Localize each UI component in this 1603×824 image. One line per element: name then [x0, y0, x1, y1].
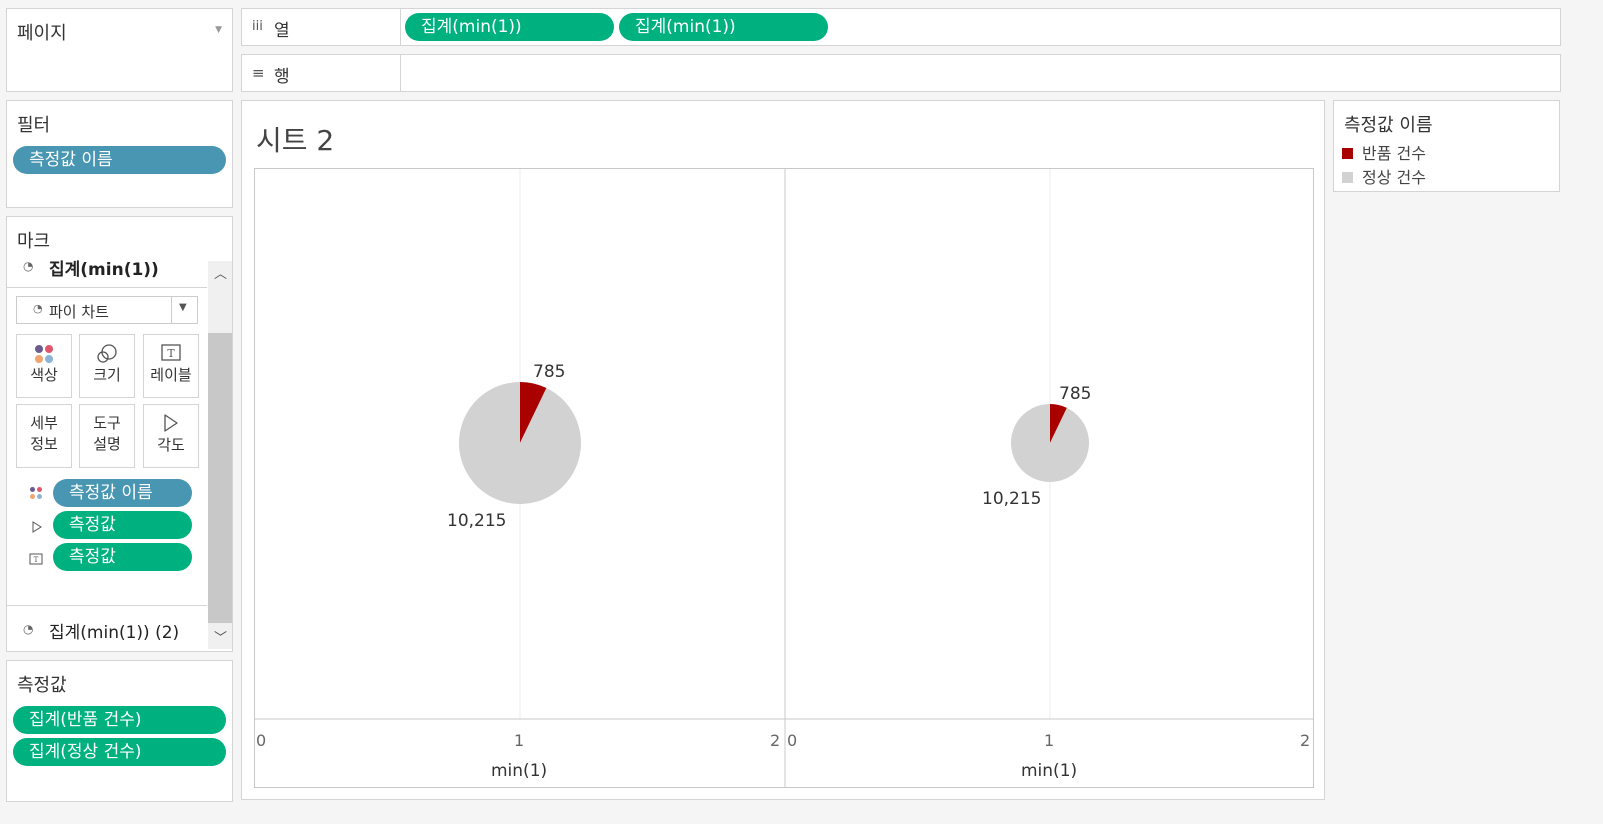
active-marks-card[interactable]: 집계(min(1)) [49, 260, 159, 280]
tooltip-button-label-1: 도구 [93, 414, 121, 432]
x-axis-tick: 0 [256, 731, 267, 750]
color-button-label: 색상 [30, 366, 58, 384]
measure-value-pill[interactable]: 집계(반품 건수) [13, 706, 226, 734]
pie-slice[interactable] [520, 382, 547, 443]
scrollbar-thumb[interactable] [208, 333, 232, 623]
filter-pill[interactable]: 측정값 이름 [13, 146, 226, 174]
color-palette-icon [29, 485, 43, 504]
color-legend[interactable]: 측정값 이름 반품 건수 정상 건수 [1333, 100, 1560, 192]
angle-button-label: 각도 [157, 436, 185, 454]
mark-type-label: 파이 차트 [49, 303, 109, 321]
pages-shelf[interactable]: 페이지 ▼ [6, 8, 233, 92]
color-field-pill[interactable]: 측정값 이름 [53, 479, 192, 507]
marks-title: 마크 [17, 231, 51, 252]
size-button-label: 크기 [93, 366, 121, 384]
color-button[interactable]: 색상 [16, 334, 72, 398]
svg-text:T: T [34, 556, 39, 564]
text-label-icon: T [144, 335, 198, 365]
label-button[interactable]: T 레이블 [143, 334, 199, 398]
pie-slice[interactable] [458, 382, 581, 504]
pie-icon: ◔ [33, 302, 43, 315]
marks-divider [7, 287, 207, 288]
pie-chart-2[interactable] [1011, 404, 1089, 482]
second-marks-card[interactable]: 집계(min(1)) (2) [49, 623, 180, 643]
mark-type-dropdown[interactable]: ◔ 파이 차트 ▼ [16, 296, 198, 324]
legend-swatch [1342, 147, 1353, 159]
x-axis-title: min(1) [491, 761, 548, 781]
legend-item-returns[interactable]: 반품 건수 [1342, 143, 1426, 165]
detail-button-label-2: 정보 [30, 435, 58, 453]
data-label-returns: 785 [1059, 384, 1091, 404]
shelf-divider [400, 55, 401, 91]
label-button-label: 레이블 [150, 366, 192, 384]
detail-button[interactable]: 세부 정보 [16, 404, 72, 468]
x-axis-title: min(1) [1021, 761, 1078, 781]
tooltip-button-label-2: 설명 [93, 435, 121, 453]
shelf-divider [400, 9, 401, 45]
sheet-title: 시트 2 [256, 124, 335, 157]
marks-scrollbar[interactable]: ︿ ﹀ [208, 261, 232, 649]
pie-slice[interactable] [1011, 404, 1089, 482]
detail-button-label-1: 세부 [30, 414, 58, 432]
columns-shelf-label: 열 [274, 21, 290, 41]
pie-slice[interactable] [1050, 404, 1067, 443]
chart-pane-frame [254, 168, 1314, 788]
column-pill[interactable]: 집계(min(1)) [619, 13, 828, 41]
measure-value-pill[interactable]: 집계(정상 건수) [13, 738, 226, 766]
filters-card[interactable]: 필터 측정값 이름 [6, 100, 233, 208]
angle-icon [144, 405, 198, 435]
x-axis-tick: 0 [787, 731, 798, 750]
column-pill[interactable]: 집계(min(1)) [405, 13, 614, 41]
pie-icon: ◔ [23, 259, 34, 273]
pie-chart-1[interactable] [458, 382, 581, 504]
angle-button[interactable]: 각도 [143, 404, 199, 468]
text-label-icon: T [29, 550, 43, 569]
pane-1: 785 10,215 [447, 169, 581, 719]
legend-item-label: 정상 건수 [1362, 168, 1426, 187]
columns-shelf[interactable]: iii 열 집계(min(1)) 집계(min(1)) [241, 8, 1561, 46]
data-label-returns: 785 [533, 362, 565, 382]
measure-values-card[interactable]: 측정값 집계(반품 건수) 집계(정상 건수) [6, 660, 233, 802]
rows-shelf[interactable]: ≡ 행 [241, 54, 1561, 92]
pie-icon: ◔ [23, 622, 34, 636]
size-icon [80, 335, 134, 365]
x-axis-tick: 2 [1300, 731, 1311, 750]
x-axis-tick: 1 [514, 731, 525, 750]
chevron-down-icon[interactable]: ﹀ [214, 631, 228, 646]
columns-icon: iii [252, 19, 263, 34]
filters-title: 필터 [17, 115, 51, 136]
legend-item-normal[interactable]: 정상 건수 [1342, 167, 1426, 189]
rows-shelf-label: 행 [274, 67, 290, 87]
chevron-down-icon[interactable]: ▼ [179, 302, 187, 313]
data-label-normal: 10,215 [447, 511, 506, 531]
measure-values-title: 측정값 [17, 675, 67, 696]
pane-2: 785 10,215 [982, 169, 1091, 719]
angle-field-pill[interactable]: 측정값 [53, 511, 192, 539]
pie-charts: 785 10,215 785 10,215 [254, 169, 1314, 788]
legend-title: 측정값 이름 [1344, 115, 1433, 136]
marks-card[interactable]: 마크 ◔ 집계(min(1)) ︿ ﹀ ◔ 파이 차트 ▼ 색상 크기 T 레이… [6, 216, 233, 652]
x-axis-tick: 2 [770, 731, 781, 750]
chevron-down-icon[interactable]: ▼ [215, 25, 222, 35]
angle-icon [31, 518, 43, 537]
pages-shelf-title: 페이지 [17, 23, 67, 44]
label-field-pill[interactable]: 측정값 [53, 543, 192, 571]
chevron-up-icon[interactable]: ︿ [214, 267, 228, 282]
legend-swatch [1342, 171, 1353, 183]
data-label-normal: 10,215 [982, 489, 1041, 509]
rows-icon: ≡ [252, 64, 265, 82]
dropdown-divider [171, 297, 172, 323]
legend-item-label: 반품 건수 [1362, 144, 1426, 163]
x-axis-tick: 1 [1044, 731, 1055, 750]
color-palette-icon [17, 335, 71, 365]
svg-text:T: T [167, 347, 175, 360]
view-area[interactable]: 시트 2 785 10,215 785 10,215 0 1 2 min(1) … [241, 100, 1325, 800]
marks-divider [7, 605, 207, 606]
tooltip-button[interactable]: 도구 설명 [79, 404, 135, 468]
size-button[interactable]: 크기 [79, 334, 135, 398]
